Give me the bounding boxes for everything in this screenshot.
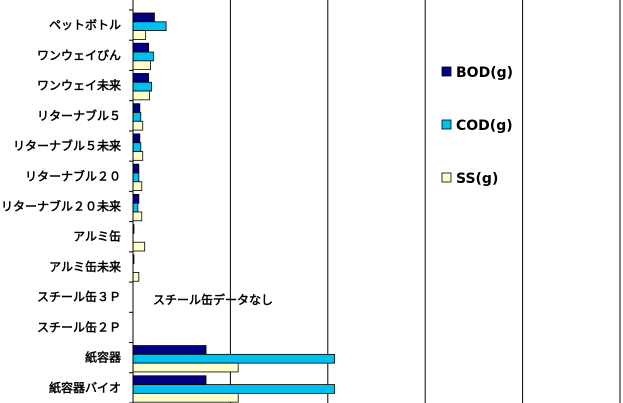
category-label: リターナブル５ [37,108,121,123]
bar-bodg [132,375,207,385]
bar-codg [132,142,142,152]
category-label: 紙容器 [85,350,122,365]
bar-codg [132,172,140,183]
bar-bodg [132,193,140,204]
category-label: リターナブル２０未来 [1,199,122,214]
bar-bodg [132,345,207,355]
bar-codg [132,21,167,31]
bar-bodg [132,42,149,53]
legend: BOD(g) COD(g) SS(g) [441,65,513,187]
legend-label: COD(g) [456,118,513,134]
y-axis-ticks [129,9,133,403]
bar-ssg [132,151,144,161]
gridlines [229,0,621,403]
bar-ssg [132,272,140,282]
bar-ssg [132,30,147,40]
bar-codg [132,51,154,62]
legend-swatch [441,66,452,77]
category-label: ペットボトル [49,17,121,32]
bar-bodg [132,133,141,144]
legend-swatch [441,119,452,130]
category-label: アルミ缶 [73,229,121,244]
bar-series [132,12,336,403]
bar-bodg [132,73,149,83]
bar-ssg [132,60,151,71]
category-label: アルミ缶未来 [49,259,122,274]
legend-label: SS(g) [456,171,498,187]
bar-ssg [132,181,143,191]
category-label: スチール缶３Ｐ [37,289,121,304]
category-label: リターナブル２０ [25,168,121,183]
bar-ssg [132,241,146,252]
bar-codg [132,384,336,394]
legend-swatch [441,172,452,183]
category-label: ワンウェイびん [37,47,121,62]
bar-bodg [132,163,140,174]
category-label: ワンウェイ未来 [37,78,122,93]
bar-ssg [132,362,239,373]
category-label: 紙容器バイオ [49,380,121,395]
bar-codg [132,353,336,364]
bar-codg [132,112,142,122]
bar-bodg [132,12,155,23]
bar-bodg [132,103,141,113]
no-steel-can-data-annotation: スチール缶データなし [153,292,273,307]
legend-label: BOD(g) [456,65,513,81]
bar-codg [132,202,139,213]
bar-ssg [132,90,150,101]
bar-codg [132,81,152,92]
bar-ssg [132,211,143,222]
category-label: スチール缶２Ｐ [37,319,121,334]
bar-ssg [132,120,144,131]
bar-ssg [132,392,239,403]
category-label: リターナブル５未来 [13,138,122,153]
